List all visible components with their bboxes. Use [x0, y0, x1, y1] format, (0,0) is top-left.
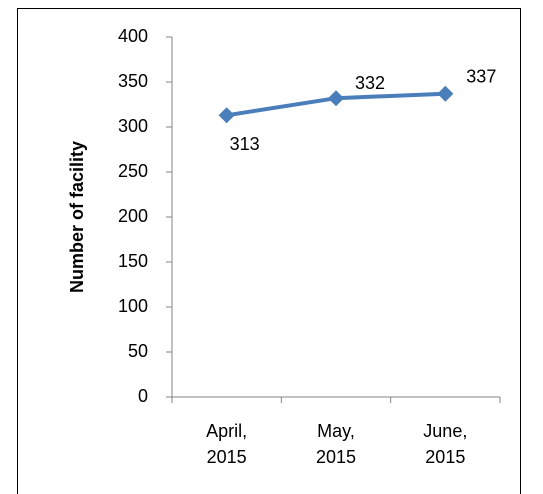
data-label: 337	[466, 66, 496, 86]
marker	[328, 90, 344, 107]
data-label: 332	[355, 73, 385, 93]
y-tick-label: 400	[118, 26, 148, 46]
x-tick-label: May, 2015	[315, 421, 357, 467]
y-tick-label: 150	[118, 251, 148, 271]
x-tick-label: April, 2015	[206, 421, 248, 467]
y-tick-label: 0	[138, 386, 148, 406]
marker	[218, 107, 235, 124]
y-tick-label: 200	[118, 206, 148, 226]
y-tick-label: 300	[118, 116, 148, 136]
y-axis-label: Number of facility	[67, 141, 87, 293]
y-tick-label: 350	[118, 71, 148, 91]
data-label: 313	[230, 134, 260, 154]
marker	[437, 85, 454, 102]
y-tick-label: 100	[118, 296, 148, 316]
x-tick-label: June, 2015	[423, 421, 468, 467]
frame	[17, 8, 521, 494]
y-tick-label: 250	[118, 161, 148, 181]
y-tick-label: 50	[128, 341, 148, 361]
